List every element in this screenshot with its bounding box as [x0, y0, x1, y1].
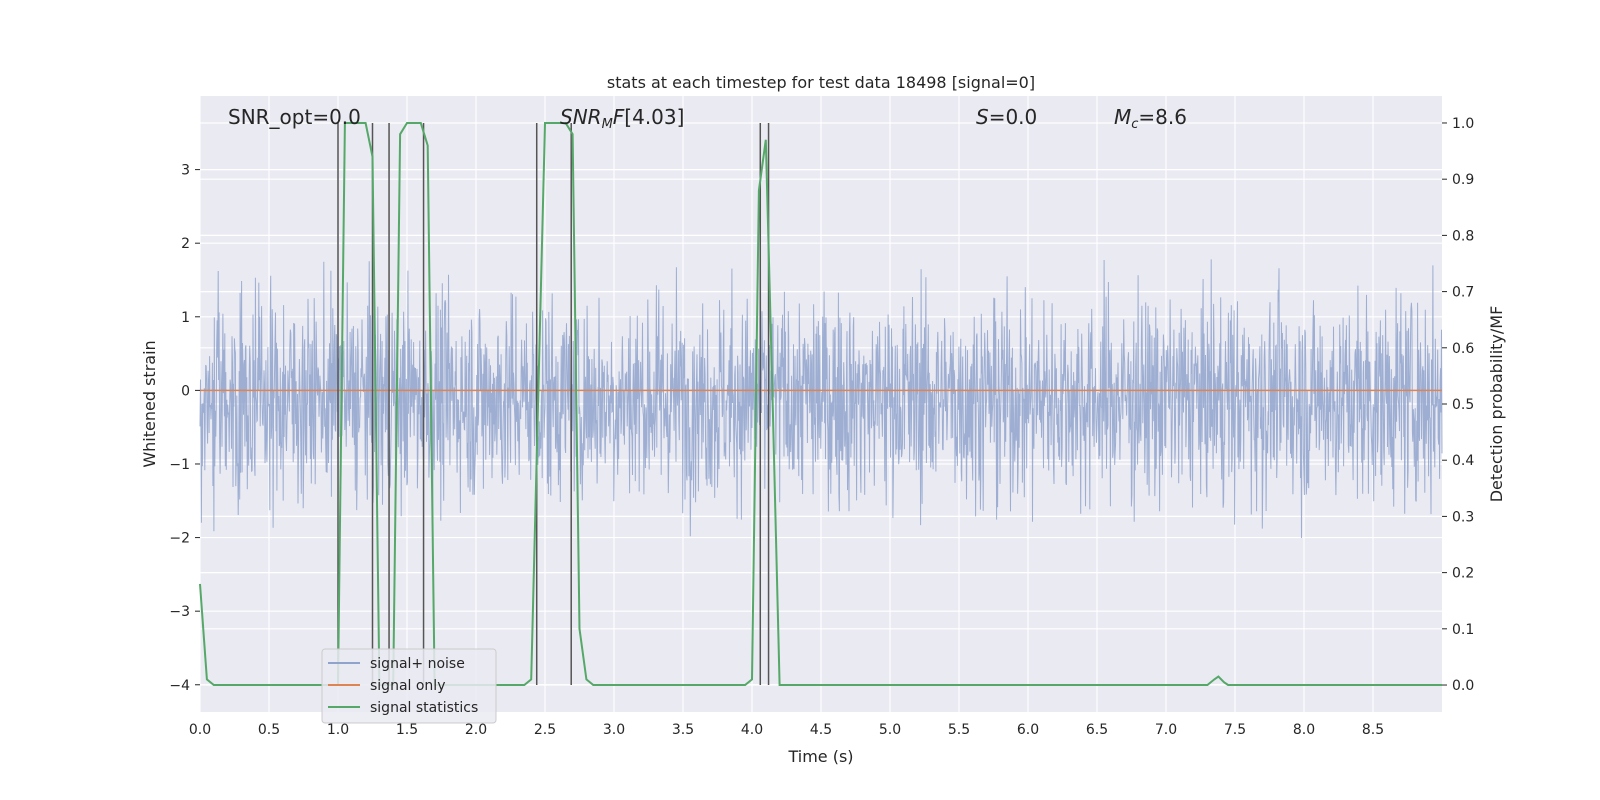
x-tick-label: 2.0	[465, 722, 487, 738]
legend-label-stats: signal statistics	[370, 700, 478, 716]
y-right-tick-label: 0.6	[1452, 341, 1474, 357]
snr-mf-annotation: SNRMF[4.03]	[560, 105, 684, 132]
y-left-tick-label: 1	[181, 310, 190, 326]
x-axis-label: Time (s)	[787, 747, 853, 766]
x-tick-label: 1.5	[396, 722, 418, 738]
x-tick-labels: 0.0 0.5 1.0 1.5 2.0 2.5 3.0 3.5 4.0 4.5 5.0 5.5 6.0 6…	[189, 722, 1384, 738]
mc-value: =8.6	[1138, 105, 1187, 129]
legend-box	[321, 648, 497, 724]
y-left-tick-label: −2	[169, 531, 190, 547]
x-tick-label: 5.0	[879, 722, 901, 738]
y-left-tick-label: −4	[169, 678, 190, 694]
y-right-tick-labels: 0.0 0.1 0.2 0.3 0.4 0.5 0.6 0.7 0.8 0.9 1.0	[1442, 116, 1474, 694]
x-tick-label: 6.5	[1086, 722, 1108, 738]
x-tick-label: 6.0	[1017, 722, 1039, 738]
s-annotation: S=0.0	[976, 105, 1037, 129]
y-right-tick-label: 0.2	[1452, 566, 1474, 582]
x-tick-label: 5.5	[948, 722, 970, 738]
y-left-tick-label: 2	[181, 236, 190, 252]
vertical-marker-lines	[337, 122, 770, 686]
x-tick-label: 3.5	[672, 722, 694, 738]
y-right-tick-label: 0.9	[1452, 172, 1474, 188]
y-right-tick-label: 0.0	[1452, 678, 1474, 694]
y-left-tick-label: −3	[169, 604, 190, 620]
y-right-tick-label: 1.0	[1452, 116, 1474, 132]
y-left-axis-label: Whitened strain	[140, 340, 159, 467]
legend: signal+ noise signal only signal statist…	[321, 648, 497, 724]
legend-label-signal: signal only	[370, 678, 445, 694]
s-value: =0.0	[989, 105, 1038, 129]
y-right-tick-label: 0.8	[1452, 228, 1474, 244]
x-tick-label: 8.0	[1293, 722, 1315, 738]
y-right-tick-label: 0.4	[1452, 453, 1474, 469]
signal-statistics-line	[199, 122, 1442, 686]
y-right-axis-label: Detection probability/MF	[1487, 306, 1506, 503]
y-right-tick-label: 0.5	[1452, 397, 1474, 413]
chart-title: stats at each timestep for test data 184…	[607, 73, 1035, 92]
x-tick-label: 0.5	[258, 722, 280, 738]
x-tick-label: 1.0	[327, 722, 349, 738]
signal-statistics-series	[199, 122, 1442, 686]
y-right-tick-label: 0.1	[1452, 622, 1474, 638]
x-tick-label: 4.5	[810, 722, 832, 738]
signal-noise-series	[199, 259, 1443, 539]
x-tick-label: 4.0	[741, 722, 763, 738]
x-tick-label: 0.0	[189, 722, 211, 738]
snr-opt-annotation: SNR_opt=0.0	[228, 105, 361, 129]
y-left-tick-labels: −4 −3 −2 −1 0 1 2 3	[169, 163, 200, 694]
y-left-tick-label: −1	[169, 457, 190, 473]
mc-annotation: Mc=8.6	[1114, 105, 1187, 132]
x-tick-label: 2.5	[534, 722, 556, 738]
y-right-tick-label: 0.7	[1452, 285, 1474, 301]
y-left-tick-label: 0	[181, 383, 190, 399]
x-tick-label: 7.0	[1155, 722, 1177, 738]
y-right-tick-label: 0.3	[1452, 509, 1474, 525]
x-tick-label: 7.5	[1224, 722, 1246, 738]
y-left-tick-label: 3	[181, 163, 190, 179]
signal-noise-line	[199, 259, 1443, 539]
x-tick-label: 8.5	[1362, 722, 1384, 738]
x-tick-label: 3.0	[603, 722, 625, 738]
legend-label-noise: signal+ noise	[370, 656, 465, 672]
snr-mf-value: [4.03]	[624, 105, 684, 129]
